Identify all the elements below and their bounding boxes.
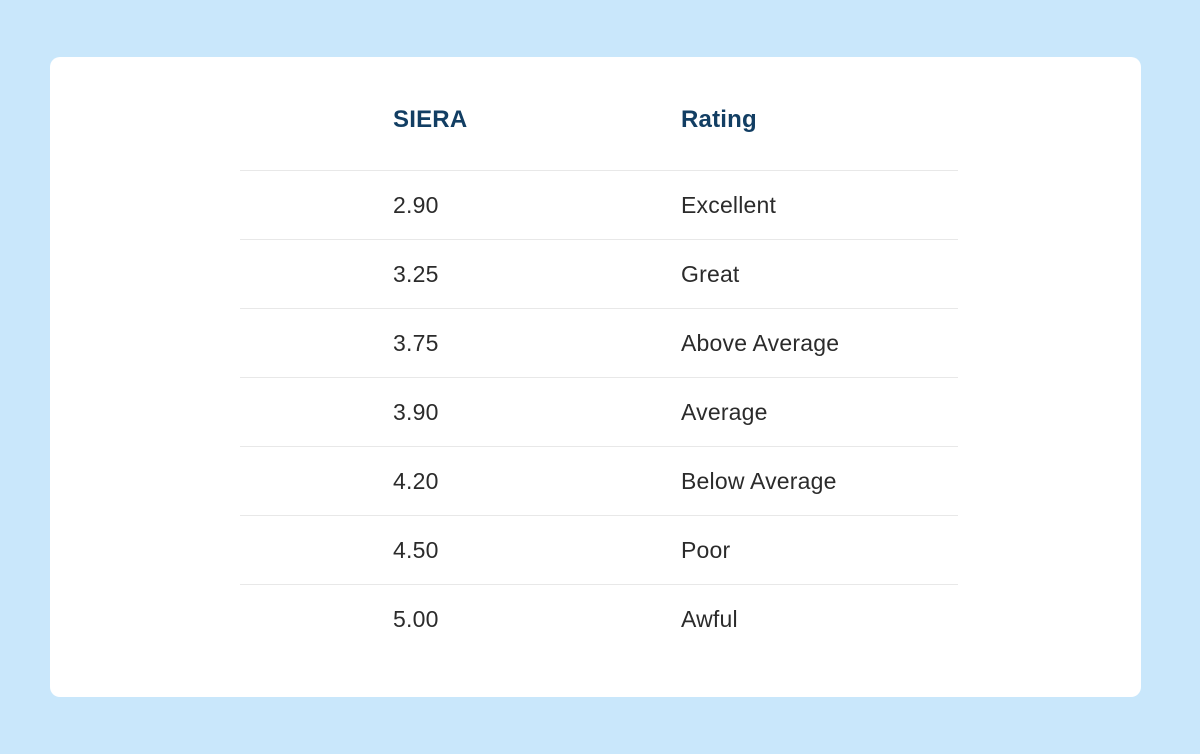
table-row: 4.20 Below Average bbox=[240, 446, 958, 515]
siera-value: 3.90 bbox=[393, 399, 439, 425]
siera-value: 4.50 bbox=[393, 537, 439, 563]
rating-value: Above Average bbox=[681, 330, 840, 356]
rating-value: Excellent bbox=[681, 192, 777, 218]
rating-value: Great bbox=[681, 261, 740, 287]
table-row: 4.50 Poor bbox=[240, 515, 958, 584]
table-row: 3.75 Above Average bbox=[240, 308, 958, 377]
table-row: 5.00 Awful bbox=[240, 584, 958, 653]
siera-value: 3.25 bbox=[393, 261, 439, 287]
table-header-row: SIERA Rating bbox=[240, 95, 958, 170]
rating-value: Poor bbox=[681, 537, 731, 563]
siera-value: 4.20 bbox=[393, 468, 439, 494]
table-row: 2.90 Excellent bbox=[240, 170, 958, 239]
siera-value: 5.00 bbox=[393, 606, 439, 632]
rating-value: Below Average bbox=[681, 468, 837, 494]
column-header-siera: SIERA bbox=[393, 106, 468, 133]
table-row: 3.25 Great bbox=[240, 239, 958, 308]
rating-value: Average bbox=[681, 399, 768, 425]
siera-value: 3.75 bbox=[393, 330, 439, 356]
column-header-rating: Rating bbox=[681, 106, 757, 133]
siera-value: 2.90 bbox=[393, 192, 439, 218]
rating-value: Awful bbox=[681, 606, 738, 632]
siera-rating-table: SIERA Rating 2.90 Excellent 3.25 Great 3… bbox=[240, 95, 958, 653]
table-row: 3.90 Average bbox=[240, 377, 958, 446]
content-card: SIERA Rating 2.90 Excellent 3.25 Great 3… bbox=[50, 57, 1141, 697]
